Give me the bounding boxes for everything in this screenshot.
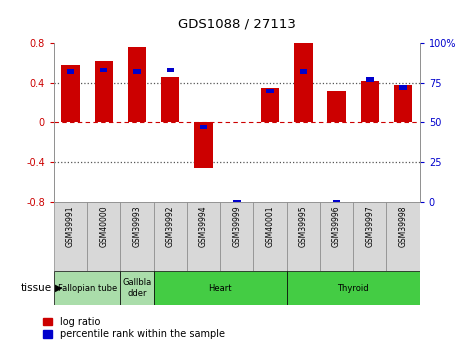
Legend: log ratio, percentile rank within the sample: log ratio, percentile rank within the sa… xyxy=(42,316,226,340)
Bar xyxy=(287,271,420,305)
Bar xyxy=(261,88,279,122)
Bar xyxy=(121,271,154,305)
Bar xyxy=(154,202,187,271)
Bar xyxy=(327,91,346,122)
Text: Thyroid: Thyroid xyxy=(337,284,369,293)
Bar xyxy=(187,202,220,271)
Text: GSM39995: GSM39995 xyxy=(299,205,308,247)
Text: GSM39992: GSM39992 xyxy=(166,205,175,247)
Bar xyxy=(61,65,80,122)
Text: Heart: Heart xyxy=(208,284,232,293)
Text: GSM39997: GSM39997 xyxy=(365,205,374,247)
Bar xyxy=(121,202,154,271)
Bar xyxy=(287,202,320,271)
Bar xyxy=(200,125,207,129)
Bar xyxy=(400,85,407,90)
Bar xyxy=(154,271,287,305)
Bar xyxy=(54,271,121,305)
Bar xyxy=(386,202,420,271)
Bar xyxy=(166,68,174,72)
Bar xyxy=(95,61,113,122)
Bar xyxy=(300,69,307,74)
Text: GSM39993: GSM39993 xyxy=(133,205,142,247)
Bar xyxy=(320,202,353,271)
Bar xyxy=(394,85,412,122)
Text: ▶: ▶ xyxy=(55,283,62,293)
Bar xyxy=(233,200,241,204)
Bar xyxy=(220,202,253,271)
Bar xyxy=(366,77,373,82)
Bar xyxy=(195,122,213,168)
Text: tissue: tissue xyxy=(21,283,52,293)
Text: GSM40001: GSM40001 xyxy=(265,205,275,247)
Text: GSM39999: GSM39999 xyxy=(232,205,242,247)
Bar xyxy=(87,202,121,271)
Bar xyxy=(54,202,87,271)
Bar xyxy=(353,202,386,271)
Bar xyxy=(100,68,107,72)
Bar xyxy=(161,77,180,122)
Bar xyxy=(253,202,287,271)
Text: GSM39994: GSM39994 xyxy=(199,205,208,247)
Text: GSM40000: GSM40000 xyxy=(99,205,108,247)
Text: GSM39998: GSM39998 xyxy=(399,205,408,247)
Bar xyxy=(361,81,379,122)
Text: Gallbla
dder: Gallbla dder xyxy=(122,278,151,298)
Text: GDS1088 / 27113: GDS1088 / 27113 xyxy=(178,17,296,30)
Bar xyxy=(133,69,141,74)
Text: GSM39991: GSM39991 xyxy=(66,205,75,247)
Bar xyxy=(333,200,340,204)
Text: GSM39996: GSM39996 xyxy=(332,205,341,247)
Text: Fallopian tube: Fallopian tube xyxy=(58,284,117,293)
Bar xyxy=(67,69,74,74)
Bar xyxy=(128,47,146,122)
Bar xyxy=(294,41,312,122)
Bar xyxy=(266,89,274,93)
